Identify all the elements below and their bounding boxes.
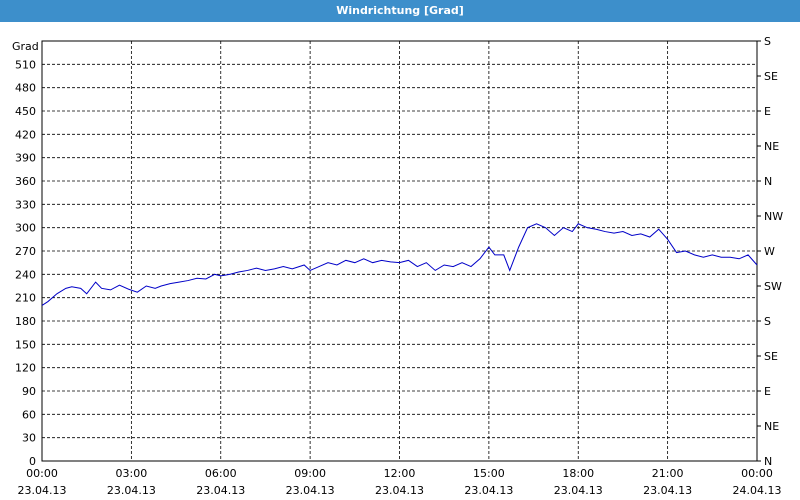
x-tick-date: 23.04.13 (643, 484, 692, 497)
y2-tick-label: NE (764, 420, 779, 433)
y2-tick-label: S (764, 35, 771, 48)
data-line (41, 223, 758, 306)
y-tick-label: 240 (15, 268, 36, 281)
x-tick-label: 03:00 (116, 467, 148, 480)
x-tick-date: 23.04.13 (554, 484, 603, 497)
x-tick-label: 00:00 (741, 467, 773, 480)
x-tick-date: 23.04.13 (18, 484, 67, 497)
y-tick-label: 270 (15, 245, 36, 258)
x-tick-label: 21:00 (652, 467, 684, 480)
x-tick-date: 23.04.13 (107, 484, 156, 497)
y-tick-label: 360 (15, 175, 36, 188)
y2-tick-label: SE (764, 70, 778, 83)
y-tick-label: 90 (22, 385, 36, 398)
x-tick-label: 00:00 (26, 467, 58, 480)
y-tick-label: 210 (15, 292, 36, 305)
x-tick-date: 23.04.13 (375, 484, 424, 497)
y-tick-label: 480 (15, 82, 36, 95)
y2-tick-label: E (764, 105, 771, 118)
y-tick-label: 300 (15, 222, 36, 235)
y-tick-label: 420 (15, 128, 36, 141)
y2-tick-label: SE (764, 350, 778, 363)
y2-tick-label: N (764, 455, 772, 468)
y-tick-label: 30 (22, 432, 36, 445)
y-tick-label: 330 (15, 198, 36, 211)
x-tick-label: 06:00 (205, 467, 237, 480)
y-tick-label: 450 (15, 105, 36, 118)
y2-tick-label: NE (764, 140, 779, 153)
x-tick-date: 23.04.13 (286, 484, 335, 497)
x-tick-label: 12:00 (384, 467, 416, 480)
title-bar: Windrichtung [Grad] (0, 0, 800, 22)
y2-tick-label: SW (764, 280, 782, 293)
y-tick-label: 390 (15, 152, 36, 165)
y2-tick-label: NW (764, 210, 783, 223)
y-tick-label: 60 (22, 408, 36, 421)
y-tick-label: 180 (15, 315, 36, 328)
y-tick-label: 510 (15, 58, 36, 71)
y2-tick-label: E (764, 385, 771, 398)
y-tick-label: 120 (15, 362, 36, 375)
y-tick-label: 150 (15, 338, 36, 351)
x-tick-label: 09:00 (294, 467, 326, 480)
x-tick-label: 18:00 (562, 467, 594, 480)
y-axis-label: Grad (12, 40, 39, 53)
y2-tick-label: N (764, 175, 772, 188)
y-tick-label: 0 (29, 455, 36, 468)
x-tick-date: 23.04.13 (196, 484, 245, 497)
y2-tick-label: W (764, 245, 775, 258)
x-tick-date: 23.04.13 (464, 484, 513, 497)
y2-tick-label: S (764, 315, 771, 328)
x-tick-label: 15:00 (473, 467, 505, 480)
x-tick-date: 24.04.13 (733, 484, 782, 497)
